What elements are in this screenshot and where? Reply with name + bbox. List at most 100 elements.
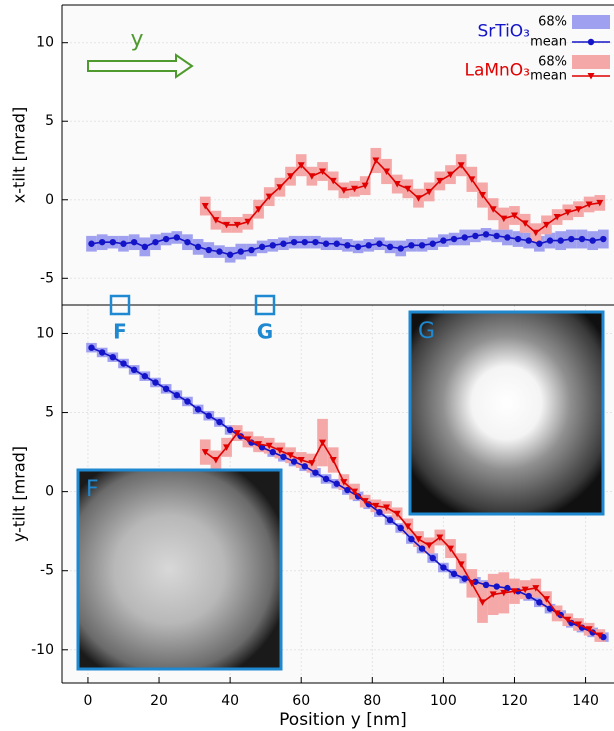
point <box>248 247 254 253</box>
point <box>302 239 308 245</box>
point <box>227 427 233 433</box>
point <box>376 509 382 515</box>
point <box>494 233 500 239</box>
inset-image-f <box>78 470 281 669</box>
point <box>504 234 510 240</box>
position-label: G <box>257 320 273 344</box>
inset-label: F <box>86 477 99 502</box>
point <box>579 236 585 242</box>
point <box>163 386 169 392</box>
y-axis-label: y-tilt [mrad] <box>10 446 29 542</box>
point <box>88 345 94 351</box>
point <box>291 239 297 245</box>
point <box>110 354 116 360</box>
point <box>387 244 393 250</box>
y-axis-label: x-tilt [mrad] <box>10 107 29 203</box>
point <box>195 406 201 412</box>
point <box>600 236 606 242</box>
legend-line-label: mean <box>530 69 567 84</box>
point <box>206 413 212 419</box>
point <box>494 583 500 589</box>
point <box>472 233 478 239</box>
point <box>536 241 542 247</box>
y-tick-label: -5 <box>40 563 54 579</box>
point <box>419 545 425 551</box>
legend-band-label: 68% <box>538 15 567 30</box>
inset-label: G <box>418 319 435 344</box>
point <box>430 555 436 561</box>
point <box>387 517 393 523</box>
point <box>451 571 457 577</box>
point <box>227 252 233 258</box>
point <box>334 241 340 247</box>
point <box>120 360 126 366</box>
point <box>152 239 158 245</box>
point <box>270 449 276 455</box>
point <box>589 237 595 243</box>
point <box>483 231 489 237</box>
x-tick-label: 60 <box>292 693 310 709</box>
point <box>525 593 531 599</box>
legend-band-swatch <box>572 15 610 29</box>
point <box>152 379 158 385</box>
x-axis-label: Position y [nm] <box>279 710 407 730</box>
point <box>355 244 361 250</box>
point <box>184 239 190 245</box>
point <box>142 244 148 250</box>
y-tick-label: -5 <box>40 270 54 286</box>
x-tick-label: 40 <box>221 693 239 709</box>
plot-area <box>62 5 614 305</box>
point <box>419 242 425 248</box>
inset-image-g <box>410 312 603 514</box>
point <box>440 564 446 570</box>
point <box>280 454 286 460</box>
point <box>483 582 489 588</box>
point <box>398 245 404 251</box>
point <box>131 367 137 373</box>
point <box>312 469 318 475</box>
point <box>451 236 457 242</box>
x-tick-label: 20 <box>150 693 168 709</box>
point <box>408 536 414 542</box>
point <box>408 242 414 248</box>
x-tick-label: 0 <box>83 693 92 709</box>
point <box>344 242 350 248</box>
point <box>462 234 468 240</box>
point <box>270 242 276 248</box>
y-tick-label: 0 <box>45 192 54 208</box>
point <box>462 575 468 581</box>
legend-band-label: 68% <box>538 55 567 70</box>
point <box>291 458 297 464</box>
legend-band-swatch <box>572 55 610 69</box>
point <box>216 248 222 254</box>
point <box>323 241 329 247</box>
point <box>312 239 318 245</box>
point <box>525 237 531 243</box>
x-tick-label: 100 <box>430 693 457 709</box>
point <box>515 236 521 242</box>
position-label: F <box>113 320 127 344</box>
point <box>259 244 265 250</box>
point <box>184 398 190 404</box>
point <box>195 244 201 250</box>
x-tick-label: 120 <box>501 693 528 709</box>
point <box>536 599 542 605</box>
y-tick-label: 10 <box>36 35 54 51</box>
legend-series-name: SrTiO₃ <box>477 22 530 42</box>
point <box>280 241 286 247</box>
point <box>302 463 308 469</box>
legend-marker <box>588 39 594 45</box>
point <box>131 239 137 245</box>
point <box>398 525 404 531</box>
point <box>238 248 244 254</box>
point <box>110 239 116 245</box>
point <box>99 239 105 245</box>
y-tick-label: 10 <box>36 325 54 341</box>
point <box>142 373 148 379</box>
point <box>568 236 574 242</box>
legend-line-label: mean <box>530 35 567 50</box>
y-tick-label: 5 <box>45 405 54 421</box>
figure: -50510x-tilt [mrad]ySrTiO₃68%meanLaMnO₃6… <box>0 0 614 731</box>
point <box>216 419 222 425</box>
legend-series-name: LaMnO₃ <box>464 61 530 81</box>
